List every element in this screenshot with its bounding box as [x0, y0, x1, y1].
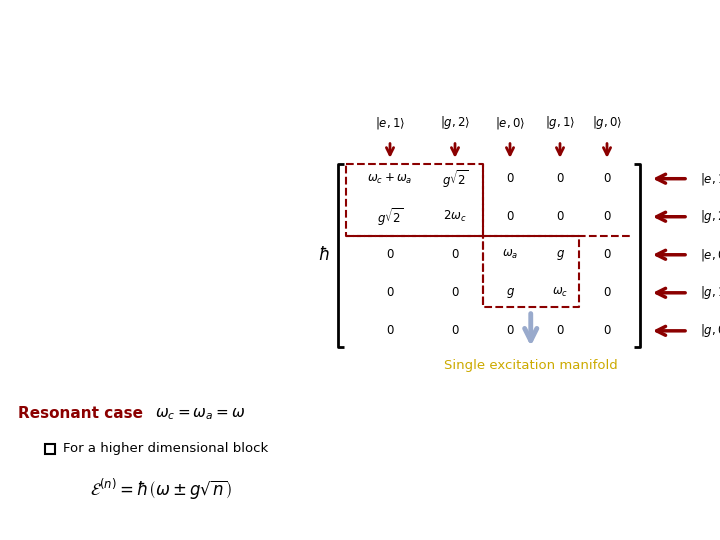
Text: $|g,1\rangle$: $|g,1\rangle$ [700, 284, 720, 301]
Text: $\omega_c$: $\omega_c$ [552, 286, 568, 299]
Text: $0$: $0$ [603, 248, 611, 261]
Text: $g$: $g$ [505, 286, 515, 300]
Text: $g\sqrt{2}$: $g\sqrt{2}$ [377, 206, 403, 227]
Text: $\omega_c+\omega_a$: $\omega_c+\omega_a$ [367, 172, 413, 186]
Text: $|g,2\rangle$: $|g,2\rangle$ [440, 113, 470, 131]
Text: $0$: $0$ [451, 248, 459, 261]
Text: $|e,0\rangle$: $|e,0\rangle$ [495, 114, 525, 131]
Text: $|e,1\rangle$: $|e,1\rangle$ [375, 114, 405, 131]
Text: $|g,1\rangle$: $|g,1\rangle$ [545, 113, 575, 131]
Text: $0$: $0$ [505, 172, 514, 185]
Text: $0$: $0$ [603, 286, 611, 299]
Text: $\omega_c = \omega_a = \omega$: $\omega_c = \omega_a = \omega$ [155, 406, 246, 422]
Text: Single excitation manifold: Single excitation manifold [444, 359, 618, 372]
Text: For a higher dimensional block: For a higher dimensional block [63, 442, 269, 455]
Text: $|g,2\rangle$: $|g,2\rangle$ [700, 208, 720, 225]
Text: $\mathcal{E}^{(n)} = \hbar\left(\omega \pm g\sqrt{n}\right)$: $\mathcal{E}^{(n)} = \hbar\left(\omega \… [90, 476, 232, 502]
Text: $0$: $0$ [556, 172, 564, 185]
Text: $0$: $0$ [556, 210, 564, 223]
Text: $|g,0\rangle$: $|g,0\rangle$ [700, 322, 720, 339]
Text: $|e,1\rangle$: $|e,1\rangle$ [700, 171, 720, 187]
Text: $0$: $0$ [386, 286, 395, 299]
Text: $g$: $g$ [556, 248, 564, 262]
Text: $0$: $0$ [505, 210, 514, 223]
Text: Resonant case: Resonant case [18, 407, 143, 421]
Text: $\hbar$: $\hbar$ [318, 246, 330, 264]
Text: $|g,0\rangle$: $|g,0\rangle$ [592, 113, 622, 131]
Text: $0$: $0$ [603, 325, 611, 338]
Text: The Jaynes-Cummings Hamiltonian: The Jaynes-Cummings Hamiltonian [11, 15, 426, 39]
Text: $|e,0\rangle$: $|e,0\rangle$ [700, 247, 720, 263]
Text: $2\omega_c$: $2\omega_c$ [443, 209, 467, 224]
Text: $0$: $0$ [386, 325, 395, 338]
Text: $\omega_a$: $\omega_a$ [502, 248, 518, 261]
Text: $g\sqrt{2}$: $g\sqrt{2}$ [441, 168, 469, 190]
Text: $0$: $0$ [603, 210, 611, 223]
Text: $0$: $0$ [451, 286, 459, 299]
Text: $0$: $0$ [603, 172, 611, 185]
Text: $0$: $0$ [505, 325, 514, 338]
Text: $0$: $0$ [556, 325, 564, 338]
Text: $0$: $0$ [451, 325, 459, 338]
Text: $0$: $0$ [386, 248, 395, 261]
